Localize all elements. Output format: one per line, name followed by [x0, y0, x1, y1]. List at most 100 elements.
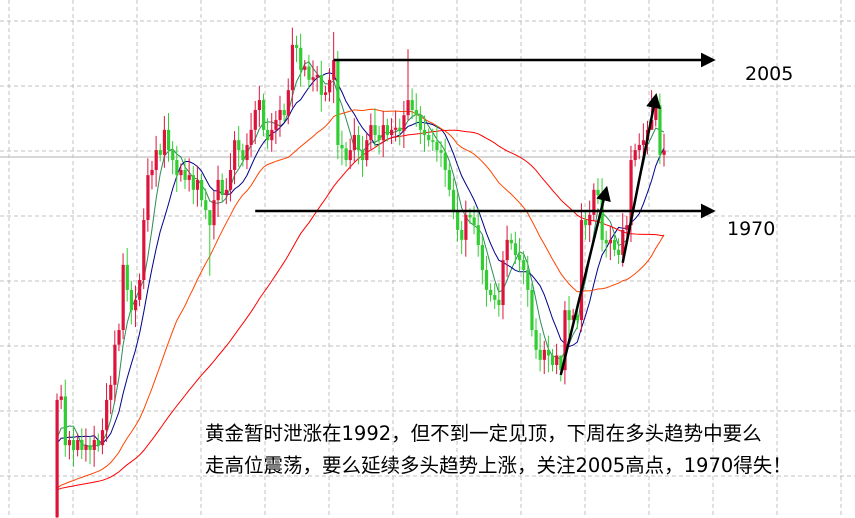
candle-body [654, 105, 658, 120]
candle-body [154, 150, 158, 170]
candle-body [179, 169, 183, 176]
candle-body [418, 115, 423, 130]
candle-body [208, 210, 212, 226]
candle-body [584, 220, 588, 226]
candle-body [658, 105, 662, 155]
candle-body [542, 349, 546, 360]
candle-body [117, 330, 121, 345]
candle-body [604, 239, 608, 244]
candle-body [497, 299, 501, 306]
candle-body [80, 440, 84, 450]
candle-body [261, 100, 266, 130]
trend-arrow [559, 185, 611, 376]
candle-body [534, 330, 538, 350]
candle-body [625, 225, 629, 230]
candle-body [113, 344, 117, 385]
candle-body [443, 152, 447, 170]
candle-body [274, 119, 278, 130]
candle-body [410, 100, 414, 111]
candle-body [456, 210, 460, 230]
candle-body [212, 200, 216, 226]
candle-body [480, 245, 485, 271]
candle-body [146, 175, 150, 221]
candle-body [158, 150, 162, 155]
candle-body [233, 140, 237, 170]
candle-body [294, 44, 299, 48]
candle-body [575, 315, 579, 321]
candle-body [253, 110, 257, 130]
candle-body [348, 150, 352, 161]
candle-body [559, 355, 563, 371]
candle-body [175, 160, 179, 176]
candle-body [435, 141, 439, 151]
candle-body [319, 75, 323, 95]
candle-body [563, 310, 567, 371]
candle-body [150, 169, 154, 176]
candle-body [323, 92, 328, 95]
candle-body [505, 239, 509, 261]
candle-body [377, 135, 381, 141]
candle-body [241, 150, 245, 161]
candle-body [84, 445, 88, 450]
candle-body [224, 189, 228, 195]
candle-body [282, 110, 286, 116]
annotation-line-2: 走高位震荡，要么延续多头趋势上涨，关注2005高点，1970得失！ [205, 454, 792, 477]
trend-arrow [621, 92, 661, 263]
candle-body [138, 279, 142, 300]
candle-body [600, 194, 604, 240]
candle-body [439, 150, 443, 153]
candle-body [245, 144, 249, 161]
candle-body [336, 59, 340, 145]
candle-body [315, 75, 319, 78]
candle-body [431, 140, 435, 142]
candle-body [530, 289, 534, 331]
candle-body [579, 220, 584, 321]
candle-body [460, 229, 464, 240]
candle-body [129, 289, 134, 311]
candle-body [546, 349, 551, 356]
candle-body [555, 355, 559, 365]
candle-body [427, 135, 431, 141]
annotation-line-1: 黄金暂时泄涨在1992，但不到一定见顶，下周在多头趋势中要么 [205, 422, 762, 445]
moving-average-line [56, 72, 665, 445]
candle-body [303, 66, 307, 70]
candle-body [381, 125, 385, 141]
candle-body [472, 217, 476, 226]
candle-body [270, 129, 274, 141]
candle-body [493, 295, 497, 300]
candle-body [299, 47, 303, 70]
candle-body [608, 239, 613, 244]
candle-body [406, 100, 410, 116]
candle-body [588, 214, 592, 226]
candle-body [650, 119, 654, 130]
candle-body [344, 148, 348, 161]
candle-body [464, 214, 468, 240]
candle-body [423, 129, 427, 136]
candle-body [311, 77, 315, 80]
level-label-2005: 2005 [745, 63, 794, 85]
candle-body [592, 189, 596, 215]
candle-body [538, 349, 542, 360]
candle-body [278, 110, 282, 120]
candle-body [204, 200, 208, 211]
candle-body [629, 160, 633, 226]
moving-average-line [56, 129, 665, 491]
candle-body [398, 127, 402, 132]
candle-body [513, 243, 518, 255]
candle-body [200, 179, 204, 201]
candle-body [414, 110, 418, 116]
candle-body [237, 140, 241, 151]
candle-body [501, 260, 505, 306]
candle-body [125, 264, 129, 290]
candle-body [402, 115, 406, 132]
candle-body [489, 289, 493, 296]
candle-body [216, 179, 220, 201]
candle-body [373, 125, 377, 136]
candle-body [352, 135, 357, 151]
candle-body [612, 239, 617, 250]
candle-body [121, 264, 125, 331]
candle-body [55, 399, 59, 518]
candle-body [526, 270, 530, 290]
candle-body [76, 440, 80, 450]
